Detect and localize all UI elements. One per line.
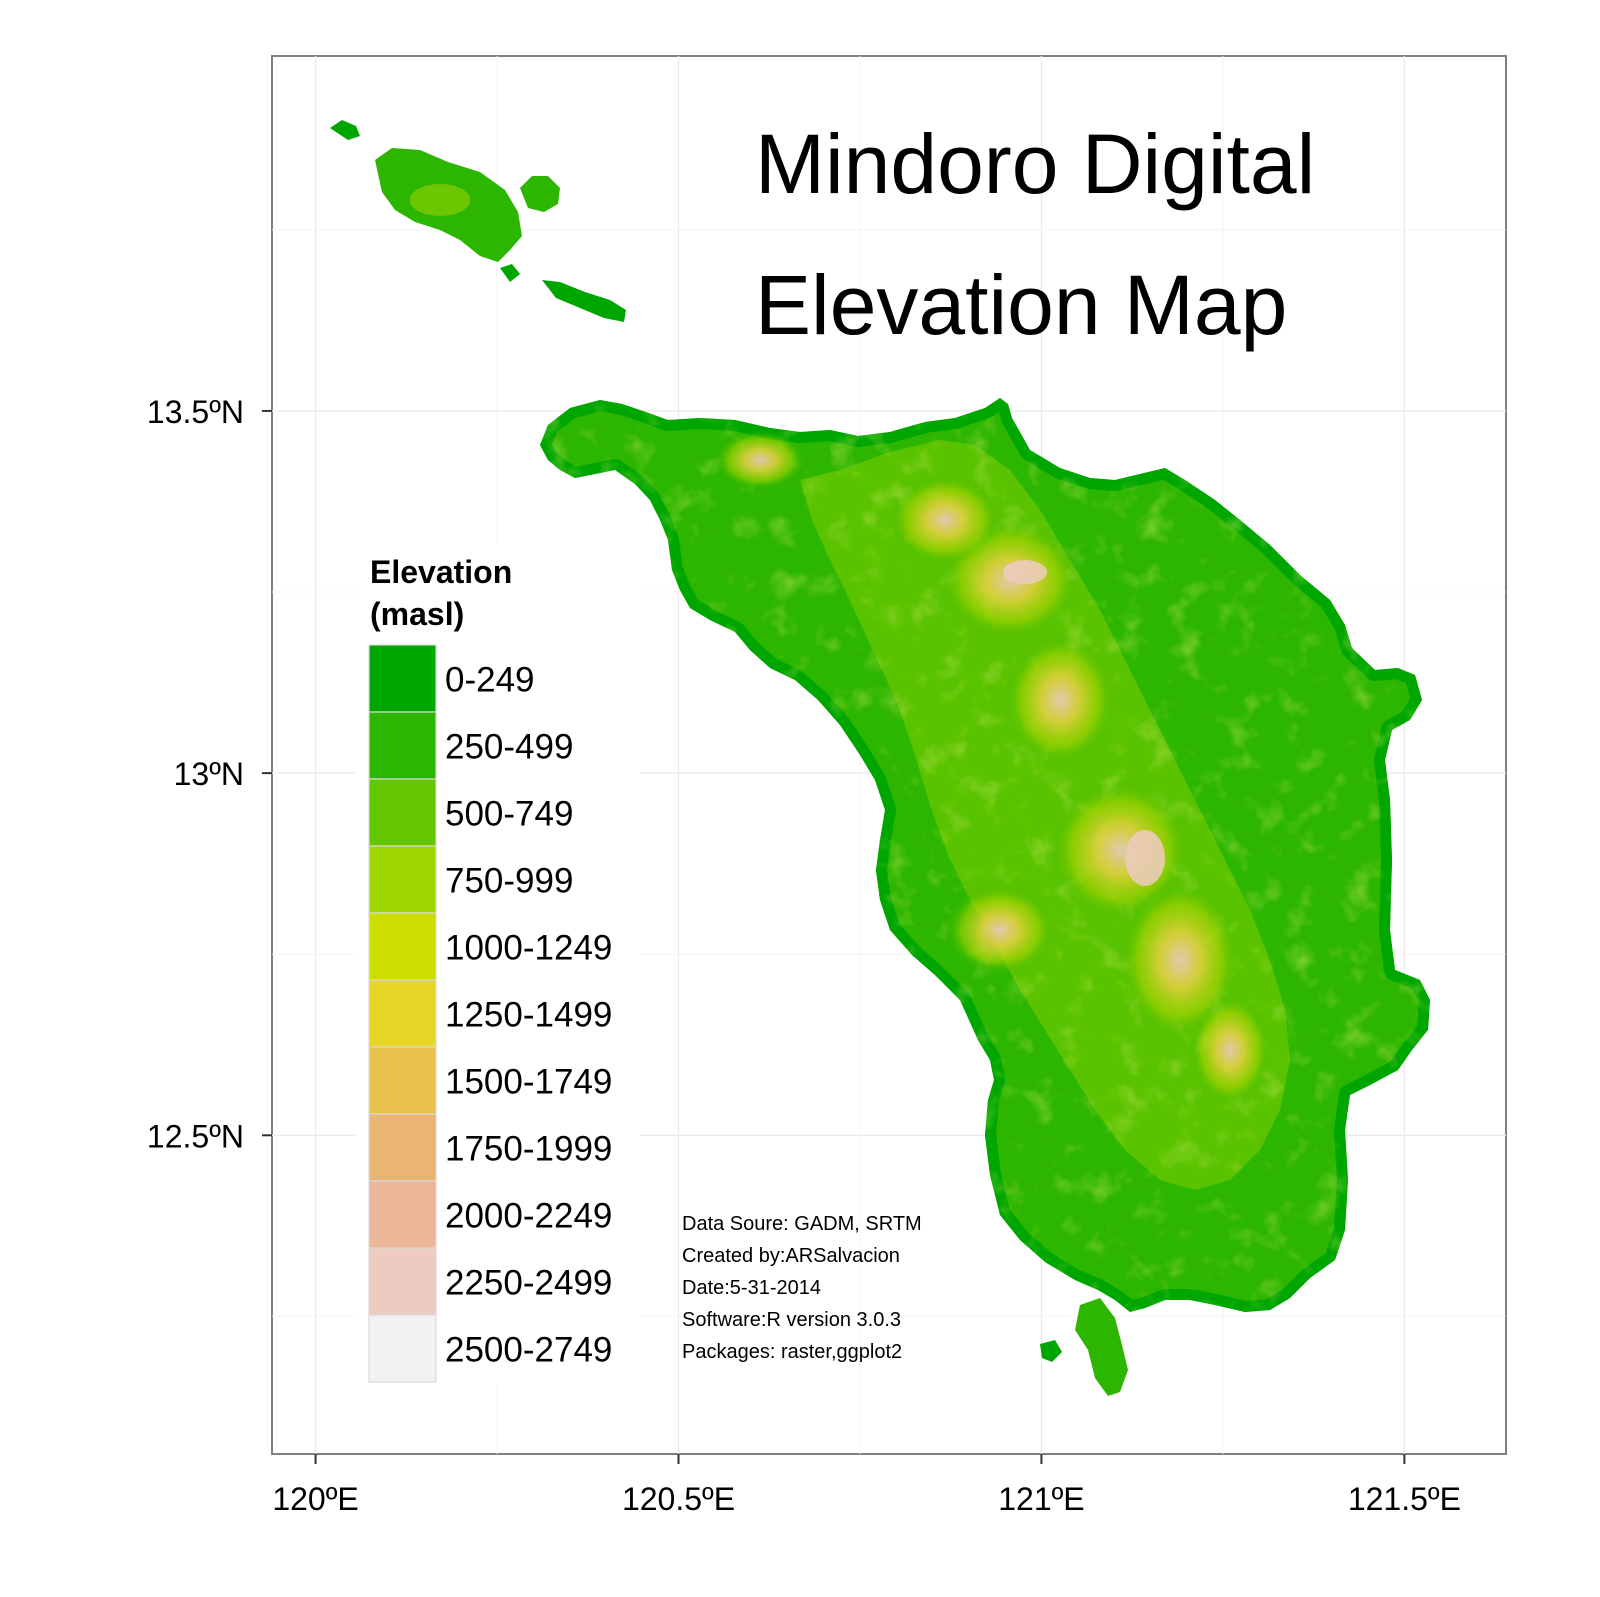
peak-relief [1005,635,1115,765]
x-tick-label: 121ºE [998,1481,1084,1517]
legend-label: 0-249 [445,661,535,700]
peak-relief [945,885,1055,975]
legend-label: 500-749 [445,795,573,834]
legend-label: 2250-2499 [445,1264,612,1303]
summit [1003,560,1047,584]
legend-label: 750-999 [445,862,573,901]
legend-key [368,1180,437,1249]
map-title: Mindoro Digital Elevation Map [755,117,1315,352]
credit-created-by: Created by:ARSalvacion [682,1245,900,1267]
legend-label: 1750-1999 [445,1130,612,1169]
legend-key [368,1113,437,1182]
islet [330,120,360,140]
title-line-2: Elevation Map [755,258,1287,352]
legend-key [368,644,437,713]
legend-title-line-1: Elevation [370,554,512,590]
credit-data-source: Data Soure: GADM, SRTM [682,1213,922,1235]
legend-label: 2500-2749 [445,1331,612,1370]
legend-key [368,778,437,847]
title-line-1: Mindoro Digital [755,117,1315,211]
x-tick-label: 120ºE [272,1481,358,1517]
legend-label: 2000-2249 [445,1197,612,1236]
peak-relief [1120,880,1240,1040]
ambil-island [520,176,560,212]
legend: Elevation (masl) 0-249 250-499 500-749 750-… [355,545,640,1385]
y-tick-label: 13ºN [174,756,244,792]
legend-key [368,912,437,981]
credit-software: Software:R version 3.0.3 [682,1309,901,1331]
islet [500,264,520,282]
lubang-highland [410,184,470,216]
y-tick-label: 12.5ºN [147,1118,244,1154]
golo-island [542,280,626,322]
legend-key [368,711,437,780]
summit [1125,830,1165,886]
peak-relief [1190,995,1270,1105]
legend-key [368,1046,437,1115]
x-tick-label: 120.5ºE [622,1481,735,1517]
legend-key [368,1314,437,1383]
islet [1040,1340,1062,1362]
ilin-island [1075,1298,1128,1396]
legend-key [368,1247,437,1316]
y-axis: 13.5ºN 13ºN 12.5ºN [147,394,272,1154]
credit-date: Date:5-31-2014 [682,1277,821,1299]
peak-relief [890,475,1000,565]
peak-relief [715,430,805,490]
peak-relief [1050,780,1190,920]
legend-label: 1250-1499 [445,996,612,1035]
legend-title-line-2: (masl) [370,596,464,632]
legend-label: 250-499 [445,728,573,767]
x-axis: 120ºE 120.5ºE 121ºE 121.5ºE [272,1454,1461,1517]
legend-key [368,979,437,1048]
legend-label: 1500-1749 [445,1063,612,1102]
x-tick-label: 121.5ºE [1348,1481,1461,1517]
legend-key [368,845,437,914]
legend-label: 1000-1249 [445,929,612,968]
credit-packages: Packages: raster,ggplot2 [682,1341,902,1363]
y-tick-label: 13.5ºN [147,394,244,430]
credits: Data Soure: GADM, SRTM Created by:ARSalv… [682,1213,922,1363]
